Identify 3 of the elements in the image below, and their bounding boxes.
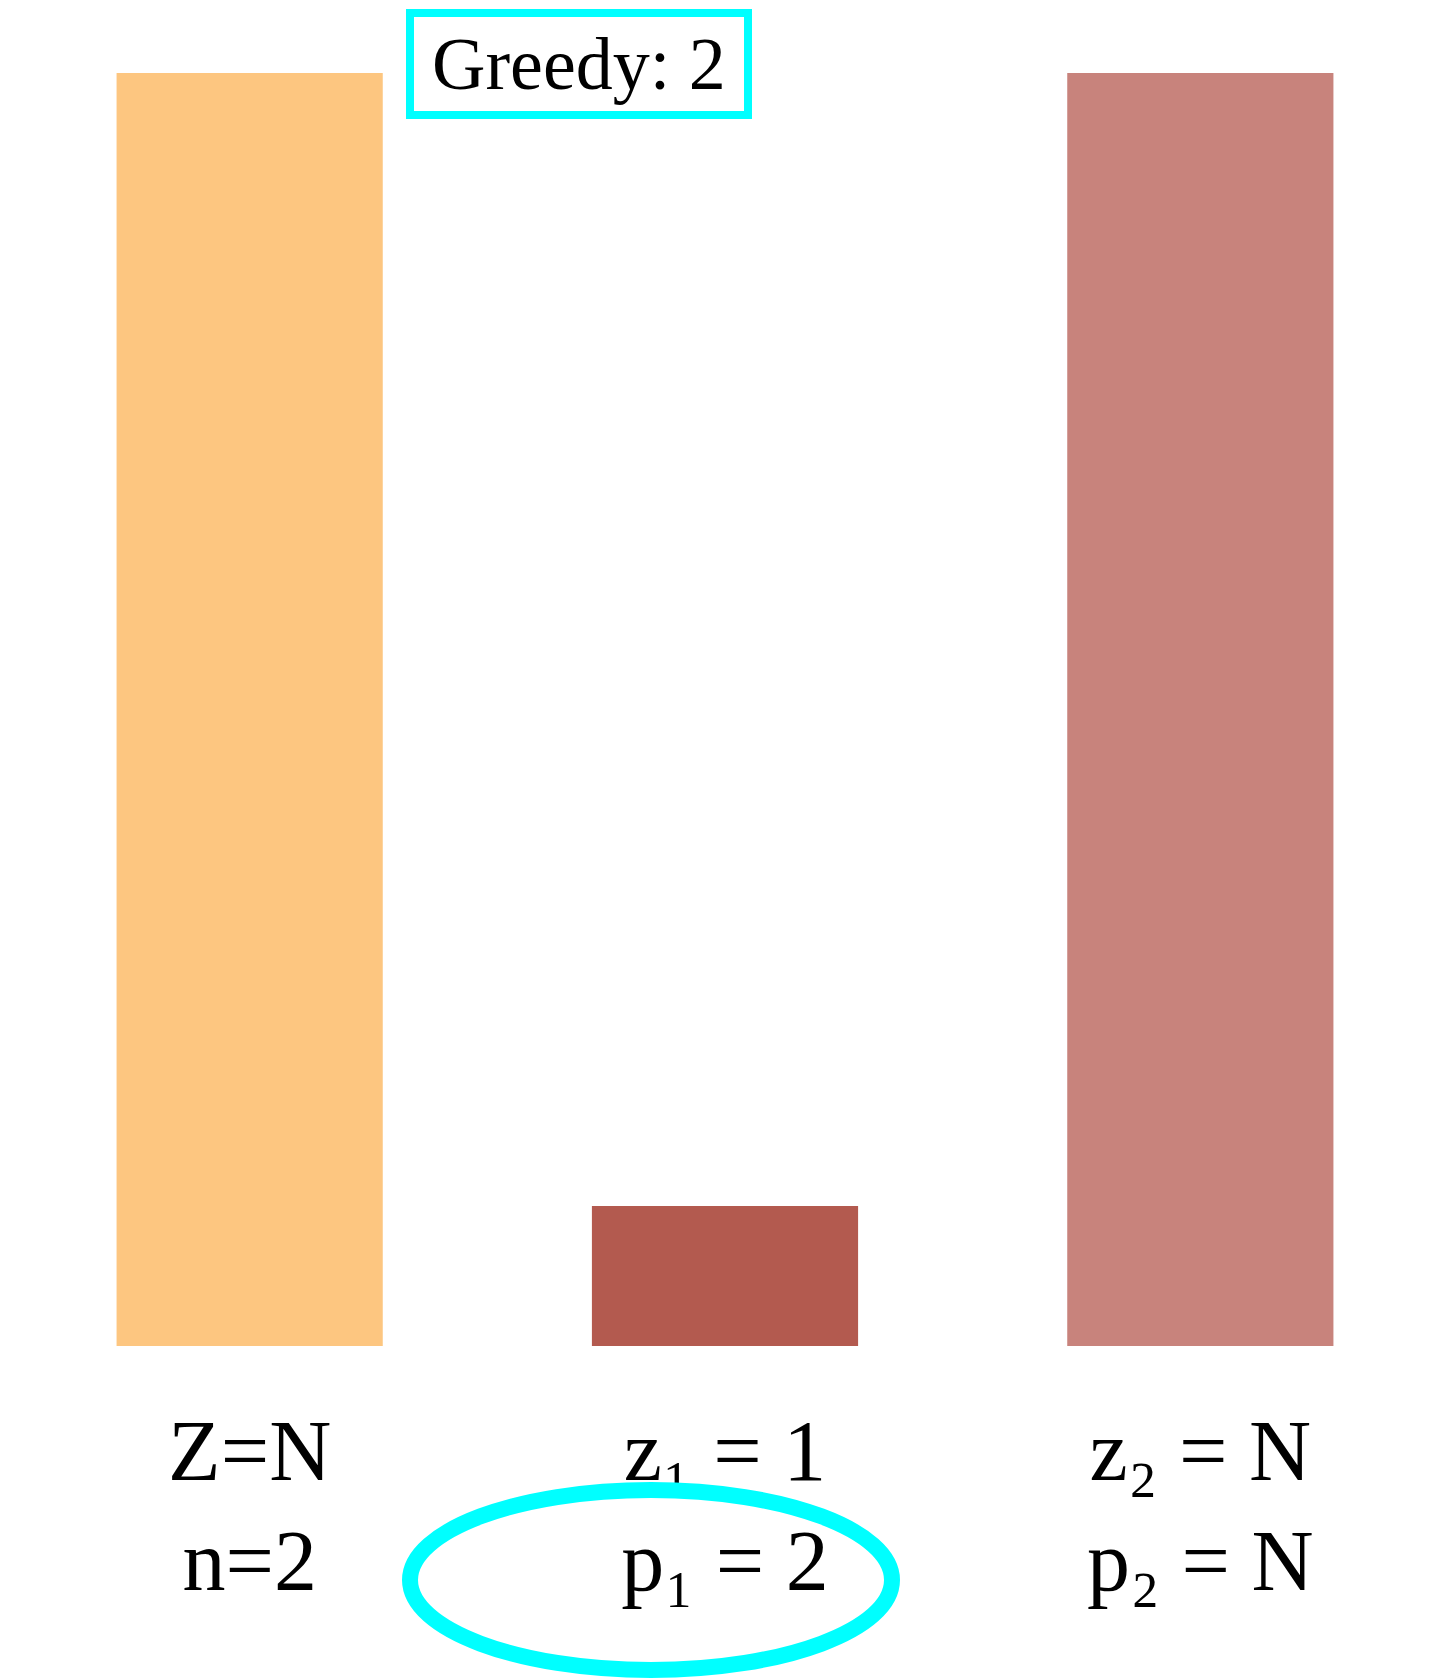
annotation: Greedy: 2 [432,23,726,105]
x-tick-label: Z=N n=2 [168,1403,332,1609]
x-tick-label: z₂ = N p₂ = N [1087,1403,1314,1609]
